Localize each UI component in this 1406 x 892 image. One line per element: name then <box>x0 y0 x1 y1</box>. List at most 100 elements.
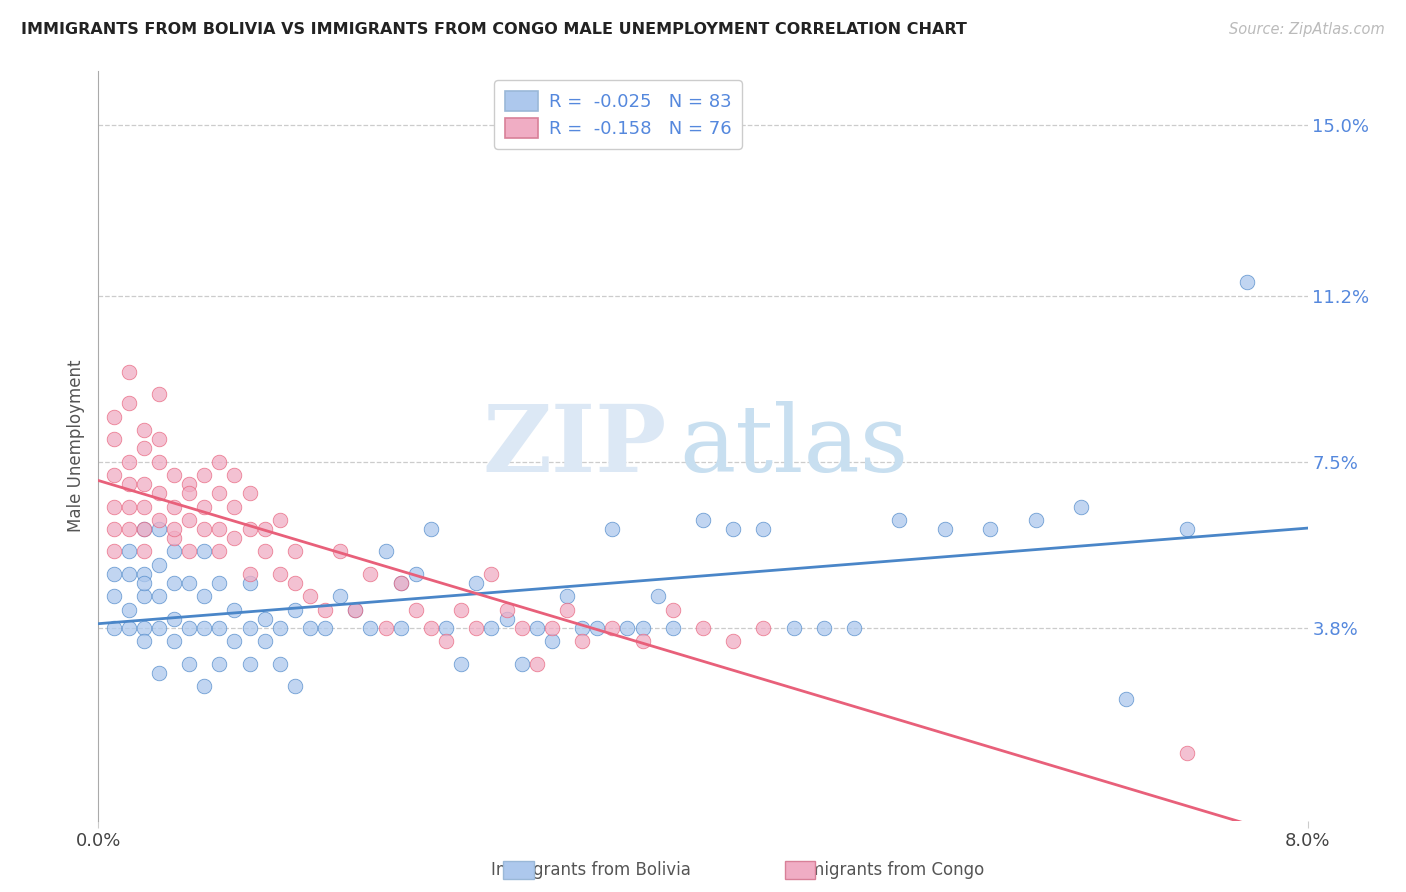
Point <box>253 612 276 626</box>
Point <box>314 621 336 635</box>
Point <box>405 566 427 581</box>
Point <box>723 634 745 648</box>
Point <box>616 621 638 635</box>
Y-axis label: Male Unemployment: Male Unemployment <box>67 359 86 533</box>
Point <box>118 544 141 558</box>
Point <box>253 544 276 558</box>
Point <box>692 513 714 527</box>
Point <box>647 590 669 604</box>
Point <box>118 603 141 617</box>
Point <box>752 621 775 635</box>
Point <box>510 657 533 671</box>
Point <box>420 621 443 635</box>
Point <box>163 531 186 545</box>
Point <box>118 500 141 514</box>
Point <box>631 634 654 648</box>
Point <box>224 603 246 617</box>
Point <box>208 657 231 671</box>
Point <box>284 679 307 693</box>
Point <box>148 513 170 527</box>
Point <box>193 500 215 514</box>
Point <box>723 522 745 536</box>
Point <box>269 657 291 671</box>
Point <box>661 603 683 617</box>
Point <box>103 468 125 483</box>
Point <box>314 603 336 617</box>
Point <box>692 621 714 635</box>
Point <box>132 500 155 514</box>
Point <box>284 544 307 558</box>
Point <box>540 634 562 648</box>
Point <box>148 387 170 401</box>
Point <box>481 621 503 635</box>
Point <box>224 531 246 545</box>
Text: atlas: atlas <box>679 401 908 491</box>
Point <box>555 603 578 617</box>
Point <box>253 634 276 648</box>
Point <box>103 500 125 514</box>
Point <box>208 621 231 635</box>
Point <box>132 544 155 558</box>
Point <box>344 603 367 617</box>
Point <box>118 477 141 491</box>
Point <box>118 621 141 635</box>
Point <box>179 657 201 671</box>
Point <box>434 621 457 635</box>
Point <box>118 566 141 581</box>
Point <box>118 455 141 469</box>
Point <box>1115 692 1137 706</box>
Point <box>103 590 125 604</box>
Point <box>239 621 262 635</box>
Point <box>118 396 141 410</box>
Point <box>571 634 593 648</box>
Point <box>389 575 412 590</box>
Point <box>132 575 155 590</box>
Text: Immigrants from Congo: Immigrants from Congo <box>787 861 984 879</box>
Point <box>1175 522 1198 536</box>
Point <box>465 575 488 590</box>
Point <box>299 590 322 604</box>
Point <box>132 423 155 437</box>
Point <box>148 621 170 635</box>
Point <box>526 621 548 635</box>
Point <box>163 612 186 626</box>
Point <box>510 621 533 635</box>
Point <box>344 603 367 617</box>
Point <box>208 544 231 558</box>
Point <box>1175 747 1198 761</box>
Point <box>1025 513 1047 527</box>
Point <box>132 477 155 491</box>
Point <box>329 590 352 604</box>
Text: IMMIGRANTS FROM BOLIVIA VS IMMIGRANTS FROM CONGO MALE UNEMPLOYMENT CORRELATION C: IMMIGRANTS FROM BOLIVIA VS IMMIGRANTS FR… <box>21 22 967 37</box>
Point <box>374 544 396 558</box>
Text: ZIP: ZIP <box>482 401 666 491</box>
Point <box>103 566 125 581</box>
Point <box>132 566 155 581</box>
Point <box>239 575 262 590</box>
Point <box>299 621 322 635</box>
Point <box>269 566 291 581</box>
Point <box>118 522 141 536</box>
Point <box>631 621 654 635</box>
Legend: R =  -0.025   N = 83, R =  -0.158   N = 76: R = -0.025 N = 83, R = -0.158 N = 76 <box>495 80 742 149</box>
Point <box>208 575 231 590</box>
Point <box>148 590 170 604</box>
Point <box>239 522 262 536</box>
Point <box>163 500 186 514</box>
Point <box>163 634 186 648</box>
Point <box>179 513 201 527</box>
Point <box>193 522 215 536</box>
Point <box>179 575 201 590</box>
Point <box>179 621 201 635</box>
Point <box>179 544 201 558</box>
Point <box>193 468 215 483</box>
Point <box>602 522 624 536</box>
Point <box>586 621 609 635</box>
Point <box>889 513 911 527</box>
Point <box>208 522 231 536</box>
Point <box>844 621 866 635</box>
Point <box>374 621 396 635</box>
Text: Source: ZipAtlas.com: Source: ZipAtlas.com <box>1229 22 1385 37</box>
Point <box>360 566 382 581</box>
Point <box>208 455 231 469</box>
